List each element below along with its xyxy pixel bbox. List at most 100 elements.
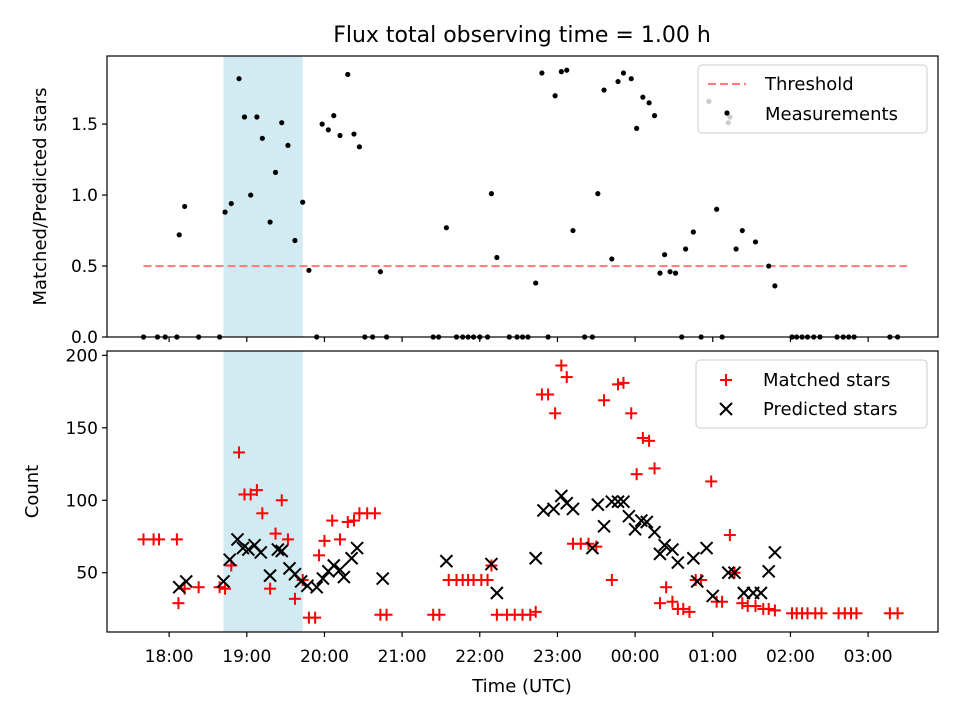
predicted-x-b (699, 541, 714, 555)
matched-star-point (555, 359, 568, 372)
predicted-star-point (761, 564, 776, 578)
predicted-x-b (179, 574, 193, 589)
matched-star-point (749, 600, 762, 613)
predicted-star-point (528, 551, 543, 565)
matched-star-point (288, 592, 301, 605)
matched-star-point (172, 597, 185, 610)
bottom-y-ticks: 50 100 150 200 (66, 346, 107, 584)
measurement-point (657, 270, 663, 276)
bottom-x-tick-label: 21:00 (378, 647, 427, 667)
bottom-y-tick-label: 100 (66, 491, 98, 511)
top-y-axis-label: Matched/Predicted stars (30, 88, 51, 306)
predicted-x-b (536, 503, 551, 518)
predicted-star-point (316, 571, 330, 586)
measurement-point (377, 269, 383, 275)
predicted-star-point (628, 522, 642, 536)
matched-star-point (244, 488, 257, 501)
predicted-x-b (628, 522, 642, 536)
predicted-star-point (230, 532, 245, 547)
predicted-x-b (528, 551, 543, 565)
predicted-star-point (223, 552, 237, 567)
top-y-tick-label: 0.0 (71, 328, 98, 348)
predicted-x-b (591, 497, 605, 512)
predicted-x-b (597, 519, 611, 534)
bottom-x-tick-label: 23:00 (533, 647, 582, 667)
bottom-x-tick-label: 01:00 (688, 647, 737, 667)
predicted-x-b (263, 568, 277, 583)
matched-star-point (213, 581, 226, 594)
matched-star-point (170, 533, 183, 546)
matched-star-point (153, 533, 166, 546)
bottom-axes-frame (106, 350, 939, 633)
measurement-point (651, 113, 658, 119)
predicted-x-b (640, 515, 654, 529)
measurement-point (236, 76, 242, 82)
matched-star-point (485, 559, 498, 572)
measurement-point (672, 270, 679, 276)
top-highlight-span (223, 56, 303, 337)
predicted-star-point (333, 563, 347, 577)
bottom-x-tick-label: 20:00 (300, 647, 349, 667)
predicted-star-point (699, 541, 714, 555)
predicted-star-point (344, 551, 359, 565)
predicted-x-b (223, 552, 237, 567)
bottom-legend: Matched stars Predicted stars (695, 359, 928, 429)
matched-star-point (481, 573, 494, 586)
predicted-x-b (327, 558, 341, 573)
predicted-star-point (350, 541, 364, 555)
bottom-x-tick-label: 02:00 (766, 647, 815, 667)
bottom-y-axis-label: Count (22, 465, 43, 518)
measurement-point (595, 191, 601, 197)
matched-star-point (313, 549, 326, 562)
measurement-point (733, 246, 739, 252)
predicted-star-point (665, 542, 680, 557)
measurement-point (533, 280, 539, 286)
matched-star-point (318, 534, 331, 547)
matched-star-point (137, 533, 150, 546)
bottom-x-tick-label: 18:00 (145, 647, 194, 667)
predicted-x-b (634, 513, 649, 528)
predicted-star-point (640, 515, 654, 529)
predicted-star-point (241, 542, 256, 557)
top-y-ticks: 0.0 0.5 1.0 1.5 (71, 115, 107, 348)
matched-star-point (625, 407, 638, 420)
measurement-point (176, 232, 182, 238)
measurement-point (640, 94, 646, 100)
measurement-point (345, 71, 351, 78)
predicted-x-b (490, 586, 504, 600)
bottom-legend-box (695, 359, 928, 429)
matched-star-point (850, 607, 863, 620)
matched-star-point (326, 514, 339, 527)
predicted-star-point (611, 495, 625, 509)
measurement-point (601, 87, 607, 93)
matched-star-point (269, 527, 282, 540)
matched-star-point (529, 605, 542, 618)
bottom-y-tick-label: 200 (66, 346, 98, 366)
count-points (137, 359, 904, 624)
matched-star-point (617, 376, 630, 389)
matched-star-point (549, 407, 562, 420)
matched-star-point (653, 597, 666, 610)
predicted-x-b (309, 580, 324, 594)
predicted-star-point (721, 566, 736, 580)
legend-threshold-label: Threshold (764, 74, 854, 95)
matched-star-point (768, 604, 781, 617)
predicted-x-b (275, 544, 289, 558)
matched-star-point (705, 475, 718, 488)
measurement-point (292, 237, 298, 244)
top-axes-frame (106, 55, 939, 338)
predicted-x-b (271, 542, 285, 557)
measurement-point (300, 199, 306, 205)
predicted-star-point (657, 538, 672, 552)
predicted-x-b (611, 495, 625, 509)
top-panel: Flux total observing time = 1.00 h 0.00.… (30, 23, 939, 348)
predicted-star-point (294, 574, 308, 589)
predicted-x-b (566, 502, 580, 516)
predicted-x-b (647, 525, 662, 539)
matched-star-point (891, 607, 904, 620)
predicted-x-b (439, 554, 454, 568)
legend-measurements-label: Measurements (765, 104, 898, 125)
matched-star-point (233, 446, 246, 459)
measurement-point (228, 200, 234, 207)
measurement-point (714, 206, 720, 212)
